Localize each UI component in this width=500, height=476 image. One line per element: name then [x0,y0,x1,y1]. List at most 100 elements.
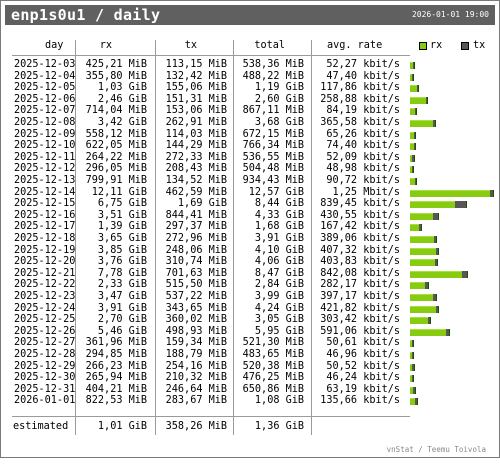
rx-cell: 7,78 GiB [62,268,147,279]
tx-cell: 153,06 MiB [142,105,227,116]
tx-cell: 462,59 MiB [142,187,227,198]
total-cell: 8,44 GiB [219,198,304,209]
rx-cell: 1,39 GiB [62,221,147,232]
rx-cell: 265,94 MiB [62,372,147,383]
total-cell: 3,99 GiB [219,291,304,302]
rx-cell: 2,70 GiB [62,314,147,325]
rx-bar [410,224,419,231]
rx-cell: 12,11 GiB [62,187,147,198]
traffic-bar [410,259,438,266]
avg-rate-cell: 52,27 kbit/s [315,59,400,70]
total-cell: 2,84 GiB [219,279,304,290]
bar-end [428,282,429,289]
bar-end [418,85,419,92]
traffic-bar [410,143,416,150]
total-cell: 488,22 MiB [219,71,304,82]
rx-cell: 361,96 MiB [62,337,147,348]
tx-cell: 310,74 MiB [142,256,227,267]
tx-cell: 537,22 MiB [142,291,227,302]
bar-end [414,62,415,69]
tx-cell: 208,43 MiB [142,163,227,174]
rx-bar [410,236,434,243]
traffic-bar [410,294,437,301]
rx-cell: 266,23 MiB [62,361,147,372]
bar-end [413,352,414,359]
rx-cell: 799,91 MiB [62,175,147,186]
traffic-bar [410,85,419,92]
rx-bar [410,329,446,336]
traffic-bar [410,271,468,278]
total-cell: 12,57 GiB [219,187,304,198]
tx-cell: 360,02 MiB [142,314,227,325]
tx-cell: 343,65 MiB [142,303,227,314]
rx-bar [410,201,455,208]
rx-cell: 264,22 MiB [62,152,147,163]
bar-end [467,271,468,278]
total-cell: 4,33 GiB [219,210,304,221]
traffic-bar [410,236,437,243]
total-cell: 538,36 MiB [219,59,304,70]
tx-cell: 515,50 MiB [142,279,227,290]
tx-cell: 155,06 MiB [142,82,227,93]
tx-cell: 254,16 MiB [142,361,227,372]
tx-cell: 297,37 MiB [142,221,227,232]
rx-cell: 3,51 GiB [62,210,147,221]
credit-text: vnStat / Teemu Toivola [387,445,486,454]
total-cell: 521,30 MiB [219,337,304,348]
bar-end [416,178,417,185]
avg-rate-cell: 46,96 kbit/s [315,349,400,360]
total-cell: 650,86 MiB [219,384,304,395]
traffic-bar [410,364,415,371]
avg-rate-cell: 407,32 kbit/s [315,245,400,256]
legend-rx-swatch [419,42,427,50]
rx-cell: 355,80 MiB [62,71,147,82]
rx-cell: 1,03 GiB [62,82,147,93]
total-cell: 476,25 MiB [219,372,304,383]
bar-end [413,340,414,347]
tx-cell: 272,33 MiB [142,152,227,163]
avg-rate-cell: 839,45 kbit/s [315,198,400,209]
avg-rate-cell: 842,08 kbit/s [315,268,400,279]
rx-cell: 3,76 GiB [62,256,147,267]
avg-rate-cell: 282,17 kbit/s [315,279,400,290]
traffic-bar [410,352,414,359]
rx-bar [410,282,425,289]
avg-rate-cell: 135,66 kbit/s [315,395,400,406]
traffic-bar [410,166,414,173]
avg-rate-cell: 389,06 kbit/s [315,233,400,244]
bar-end [449,329,450,336]
tx-cell: 272,96 MiB [142,233,227,244]
rx-bar [410,259,435,266]
total-cell: 536,55 MiB [219,152,304,163]
legend-tx-label: tx [473,40,485,51]
header-divider [12,55,410,56]
bar-end [421,224,422,231]
avg-rate-cell: 47,40 kbit/s [315,71,400,82]
bar-end [414,155,415,162]
total-cell: 520,38 MiB [219,361,304,372]
estimate-divider [12,416,410,417]
tx-cell: 1,69 GiB [142,198,227,209]
bar-end [413,375,414,382]
rx-bar [410,306,436,313]
total-cell: 1,19 GiB [219,82,304,93]
total-cell: 5,95 GiB [219,326,304,337]
